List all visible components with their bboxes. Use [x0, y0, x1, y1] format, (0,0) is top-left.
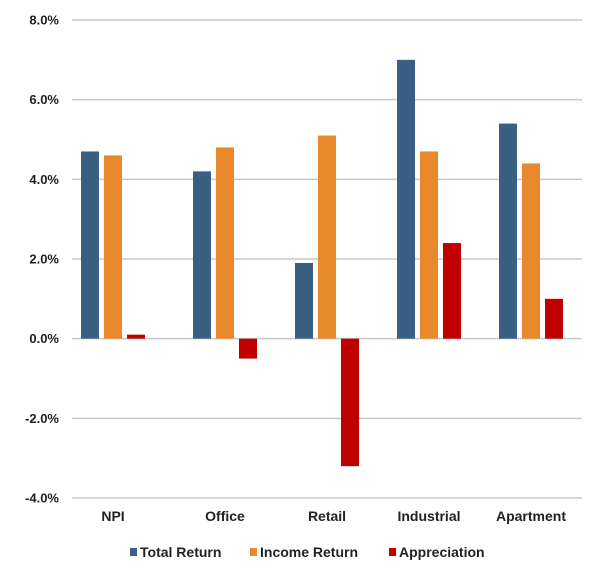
y-tick-label: 2.0%: [29, 252, 59, 267]
y-tick-label: 0.0%: [29, 331, 59, 346]
bar-appreciation-retail: [341, 338, 359, 467]
bar-appreciation-industrial: [443, 243, 461, 339]
bar-appreciation-office: [239, 338, 257, 359]
bar-appreciation-apartment: [545, 298, 563, 339]
x-category-label: Apartment: [496, 508, 566, 524]
legend-swatch: [389, 548, 396, 556]
bar-income-return-industrial: [420, 151, 438, 339]
bar-total-return-industrial: [397, 59, 415, 339]
x-category-label: Industrial: [397, 508, 460, 524]
y-axis-tick-labels: 8.0% 6.0% 4.0% 2.0% 0.0% -2.0% -4.0%: [25, 13, 59, 506]
y-tick-label: -2.0%: [25, 411, 59, 426]
bars: [81, 59, 563, 467]
legend-label: Income Return: [260, 544, 358, 560]
bar-total-return-office: [193, 171, 211, 339]
y-tick-label: -4.0%: [25, 491, 59, 506]
legend-label: Appreciation: [399, 544, 485, 560]
y-tick-label: 4.0%: [29, 172, 59, 187]
y-tick-label: 6.0%: [29, 92, 59, 107]
bar-income-return-retail: [318, 135, 336, 339]
legend-label: Total Return: [140, 544, 221, 560]
bar-income-return-office: [216, 147, 234, 339]
bar-appreciation-npi: [127, 334, 145, 339]
bar-income-return-npi: [104, 155, 122, 339]
legend: Total Return Income Return Appreciation: [130, 544, 485, 560]
bar-total-return-npi: [81, 151, 99, 339]
x-category-label: Office: [205, 508, 245, 524]
x-category-label: NPI: [101, 508, 124, 524]
y-tick-label: 8.0%: [29, 13, 59, 28]
x-axis-category-labels: NPI Office Retail Industrial Apartment: [101, 508, 566, 524]
bar-total-return-apartment: [499, 123, 517, 339]
bar-income-return-apartment: [522, 163, 540, 339]
x-category-label: Retail: [308, 508, 346, 524]
legend-swatch: [250, 548, 257, 556]
bar-total-return-retail: [295, 262, 313, 339]
legend-swatch: [130, 548, 137, 556]
